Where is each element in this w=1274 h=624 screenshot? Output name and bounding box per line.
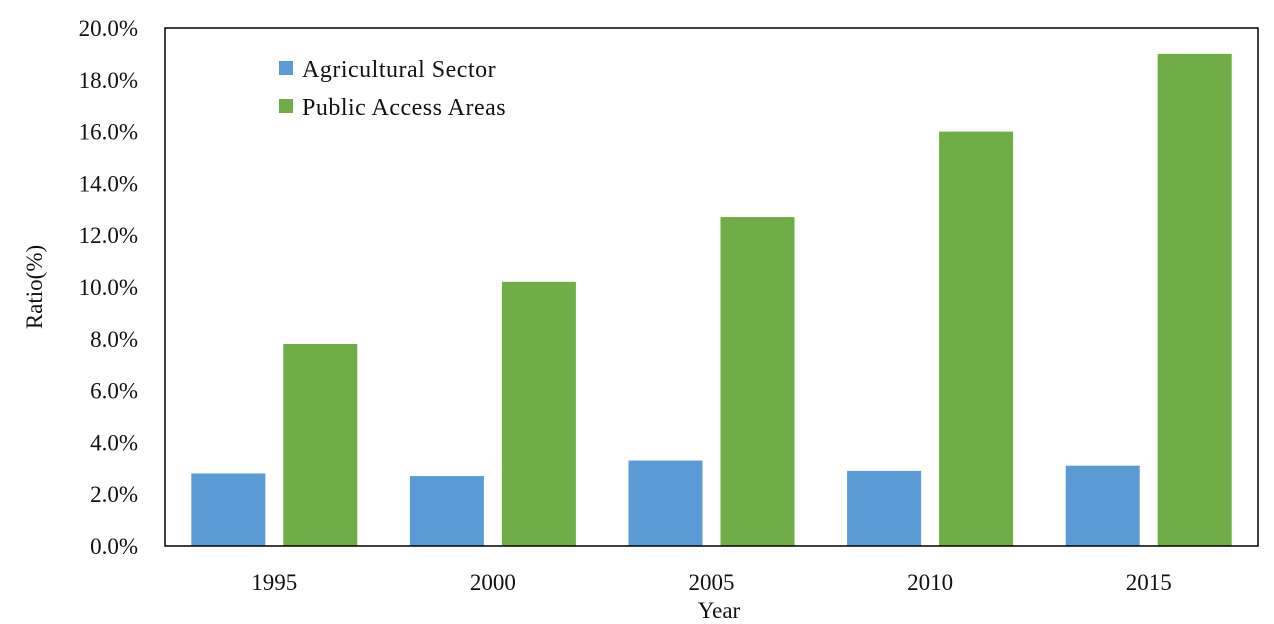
x-tick-labels: 1995 2000 2005 2010 2015 [251, 570, 1171, 595]
x-tick-label: 2015 [1126, 570, 1172, 595]
legend: Agricultural Sector Public Access Areas [279, 57, 506, 121]
bar-public-access-areas-1995 [283, 343, 358, 546]
bar-public-access-areas-2015 [1157, 53, 1232, 547]
bar-agricultural-sector-1995 [191, 473, 266, 546]
plot-frame [164, 27, 1259, 547]
x-tick-label: 1995 [251, 570, 297, 595]
bars [191, 53, 1232, 547]
y-tick-label: 16.0% [79, 120, 138, 145]
y-tick-label: 4.0% [90, 430, 138, 455]
y-tick-label: 10.0% [79, 275, 138, 300]
bar-agricultural-sector-2015 [1065, 465, 1140, 546]
y-tick-label: 20.0% [79, 16, 138, 41]
y-tick-label: 18.0% [79, 68, 138, 93]
legend-swatch-public-access-areas [279, 99, 293, 113]
y-tick-labels: 0.0% 2.0% 4.0% 6.0% 8.0% 10.0% 12.0% 14.0% 16.0%… [79, 16, 138, 559]
y-tick-label: 2.0% [90, 482, 138, 507]
bar-public-access-areas-2005 [720, 217, 795, 546]
legend-label-public-access-areas: Public Access Areas [302, 95, 506, 121]
x-axis-title: Year [698, 598, 741, 623]
y-tick-label: 12.0% [79, 223, 138, 248]
x-tick-label: 2010 [907, 570, 953, 595]
x-tick-label: 2005 [689, 570, 735, 595]
y-tick-label: 14.0% [79, 171, 138, 196]
y-tick-label: 0.0% [90, 534, 138, 559]
bar-agricultural-sector-2005 [628, 460, 703, 546]
legend-label-agricultural-sector: Agricultural Sector [302, 57, 496, 83]
legend-swatch-agricultural-sector [279, 61, 293, 75]
y-axis-title: Ratio(%) [22, 245, 47, 329]
y-tick-label: 8.0% [90, 327, 138, 352]
y-tick-label: 6.0% [90, 379, 138, 404]
bar-agricultural-sector-2000 [409, 476, 484, 546]
x-tick-label: 2000 [470, 570, 516, 595]
bar-public-access-areas-2000 [501, 281, 576, 546]
bar-public-access-areas-2010 [939, 131, 1014, 546]
bar-agricultural-sector-2010 [847, 470, 922, 546]
